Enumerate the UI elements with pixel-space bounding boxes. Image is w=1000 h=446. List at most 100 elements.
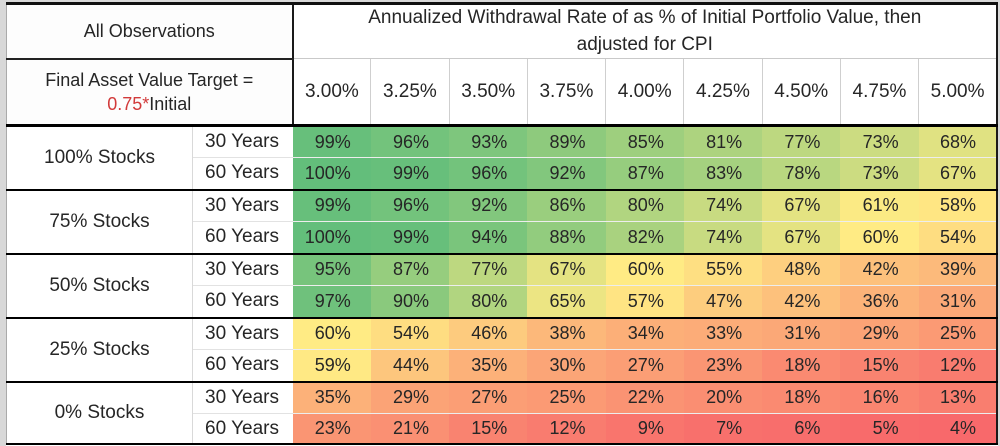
success-rate-cell: 67% [918,157,997,191]
success-rate-cell: 18% [762,381,841,415]
stock-allocation-label: 50% Stocks [6,253,193,319]
rate-column-header: 3.25% [370,58,450,128]
horizon-label: 60 Years [192,413,293,446]
success-rate-cell: 61% [840,189,919,223]
success-rate-cell: 44% [370,349,450,383]
final-asset-target-cell: Final Asset Value Target = 0.75*Initial [6,58,294,128]
horizon-label: 30 Years [192,317,293,351]
success-rate-cell: 33% [683,317,763,351]
success-rate-cell: 95% [292,253,371,287]
success-rate-cell: 73% [840,157,919,191]
success-rate-cell: 35% [449,349,528,383]
success-rate-cell: 5% [840,413,919,446]
success-rate-cell: 7% [683,413,763,446]
success-rate-cell: 22% [605,381,684,415]
success-rate-cell: 60% [840,221,919,255]
rate-title-cell: Annualized Withdrawal Rate of as % of In… [292,3,997,60]
data-row: 60 Years 97% 90% 80% 65% 57% 47% 42% 36% 31% [7,285,997,319]
success-rate-cell: 25% [918,317,997,351]
success-rate-cell: 35% [292,381,371,415]
success-rate-cell: 93% [449,125,528,159]
success-rate-cell: 20% [683,381,763,415]
success-rate-cell: 27% [449,381,528,415]
success-rate-cell: 92% [449,189,528,223]
horizon-label: 30 Years [192,253,293,287]
success-rate-cell: 77% [449,253,528,287]
success-rate-cell: 60% [605,253,684,287]
success-rate-cell: 36% [840,285,919,319]
data-row: 60 Years 100% 99% 94% 88% 82% 74% 67% 60% 54% [7,221,997,255]
data-row: 60 Years 100% 99% 96% 92% 87% 83% 78% 73% 67% [7,157,997,191]
success-rate-cell: 99% [370,221,450,255]
success-rate-cell: 100% [292,221,371,255]
data-row: 60 Years 59% 44% 35% 30% 27% 23% 18% 15% 12% [7,349,997,383]
rate-column-header: 4.25% [683,58,763,128]
success-rate-cell: 85% [605,125,684,159]
success-rate-cell: 67% [762,221,841,255]
target-label: Final Asset Value Target = [45,69,254,90]
success-rate-cell: 42% [840,253,919,287]
horizon-label: 30 Years [192,125,293,159]
success-rate-cell: 67% [762,189,841,223]
success-rate-cell: 46% [449,317,528,351]
success-rate-cell: 99% [370,157,450,191]
success-rate-cell: 25% [527,381,606,415]
rate-column-header: 4.00% [605,58,685,128]
success-rate-cell: 90% [370,285,450,319]
success-rate-cell: 15% [449,413,528,446]
success-rate-cell: 67% [527,253,606,287]
stock-allocation-label: 0% Stocks [6,381,193,446]
rate-column-header: 3.75% [527,58,607,128]
success-rate-cell: 68% [918,125,997,159]
success-rate-cell: 12% [527,413,606,446]
rate-column-header: 3.00% [292,58,372,128]
spreadsheet-screenshot: All Observations Annualized Withdrawal R… [6,2,998,446]
success-rate-cell: 80% [605,189,684,223]
withdrawal-success-table: All Observations Annualized Withdrawal R… [6,2,998,446]
success-rate-cell: 88% [527,221,606,255]
success-rate-cell: 4% [918,413,997,446]
success-rate-cell: 59% [292,349,371,383]
rate-title-line1: Annualized Withdrawal Rate of as % of In… [368,7,922,28]
success-rate-cell: 23% [683,349,763,383]
stock-allocation-label: 75% Stocks [6,189,193,255]
success-rate-cell: 54% [918,221,997,255]
success-rate-cell: 31% [918,285,997,319]
success-rate-cell: 29% [840,317,919,351]
success-rate-cell: 96% [370,189,450,223]
success-rate-cell: 80% [449,285,528,319]
stock-allocation-label: 25% Stocks [6,317,193,383]
success-rate-cell: 87% [370,253,450,287]
success-rate-cell: 38% [527,317,606,351]
rate-column-header: 3.50% [449,58,528,128]
data-row: 60 Years 23% 21% 15% 12% 9% 7% 6% 5% 4% [7,413,997,446]
success-rate-cell: 54% [370,317,450,351]
success-rate-cell: 97% [292,285,371,319]
success-rate-cell: 39% [918,253,997,287]
success-rate-cell: 81% [683,125,763,159]
success-rate-cell: 13% [918,381,997,415]
rate-column-header: 4.50% [762,58,841,128]
rate-title-line2: adjusted for CPI [576,33,713,55]
success-rate-cell: 96% [449,157,528,191]
rate-column-header: 4.75% [840,58,920,128]
success-rate-cell: 82% [605,221,684,255]
success-rate-cell: 60% [292,317,371,351]
header-row-top: All Observations Annualized Withdrawal R… [6,3,997,60]
success-rate-cell: 57% [605,285,684,319]
success-rate-cell: 83% [683,157,763,191]
success-rate-cell: 99% [292,189,371,223]
success-rate-cell: 18% [762,349,841,383]
success-rate-cell: 74% [683,221,763,255]
success-rate-cell: 34% [605,317,684,351]
rate-column-header: 5.00% [918,58,997,128]
success-rate-cell: 42% [762,285,841,319]
horizon-label: 60 Years [192,285,293,319]
success-rate-cell: 78% [762,157,841,191]
horizon-label: 30 Years [192,189,293,223]
success-rate-cell: 23% [292,413,371,446]
success-rate-cell: 86% [527,189,606,223]
data-row: 50% Stocks 30 Years 95% 87% 77% 67% 60% 55% 48% 4… [6,253,997,319]
target-initial-text: Initial [149,93,192,114]
success-rate-cell: 99% [292,125,371,159]
